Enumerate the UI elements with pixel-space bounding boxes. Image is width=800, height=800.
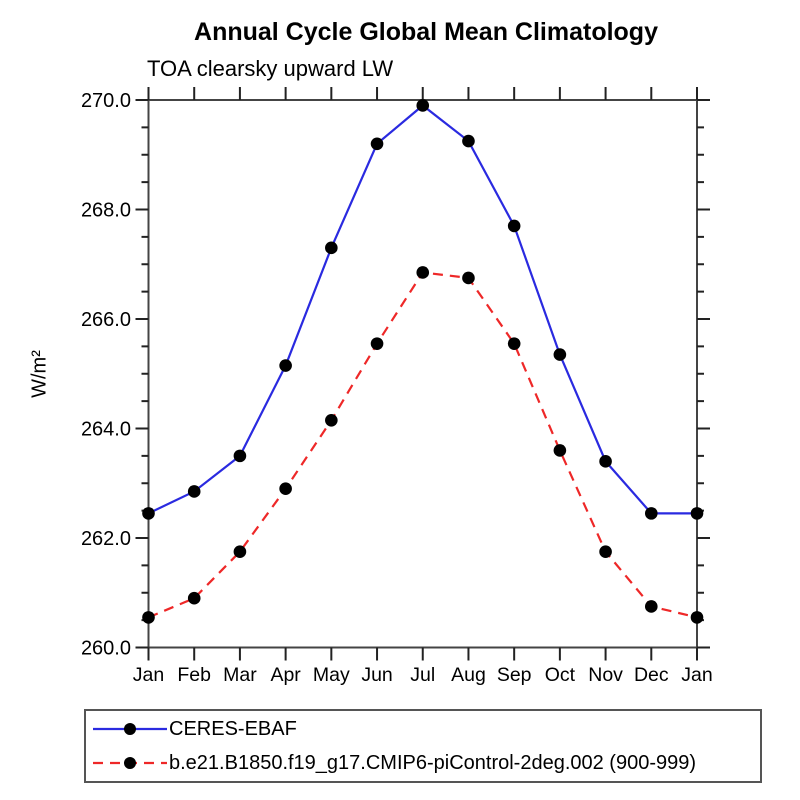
data-point-marker (233, 449, 247, 463)
data-point-marker (370, 337, 384, 350)
data-point-marker (553, 444, 567, 457)
data-point-marker (370, 137, 384, 151)
data-point-marker (462, 134, 475, 148)
series-line-0 (148, 104, 697, 515)
y-tick-label: 260.0 (81, 638, 131, 660)
data-point-marker (507, 337, 521, 350)
data-point-marker (507, 219, 521, 233)
legend-marker-icon (124, 723, 136, 735)
x-tick-label: Dec (634, 664, 669, 686)
data-point-marker (279, 482, 292, 496)
series-line-1 (148, 271, 698, 619)
legend-item-model: b.e21.B1850.f19_g17.CMIP6-piControl-2deg… (91, 747, 760, 779)
x-tick-label: Jan (681, 664, 712, 686)
y-tick-label: 268.0 (81, 200, 131, 222)
chart-title: Annual Cycle Global Mean Climatology (194, 18, 658, 46)
data-point-marker (553, 348, 567, 361)
legend-label-model: b.e21.B1850.f19_g17.CMIP6-piControl-2deg… (169, 752, 697, 774)
data-point-marker (416, 99, 430, 112)
data-point-marker (233, 545, 247, 558)
data-point-marker (690, 507, 704, 520)
data-point-marker (142, 507, 155, 520)
data-point-marker (599, 455, 612, 468)
legend-line-sample-ceres (93, 723, 167, 735)
legend-box: CERES-EBAF b.e21.B1850.f19_g17.CMIP6-piC… (84, 709, 762, 783)
x-tick-label: Oct (545, 664, 576, 686)
x-tick-label: Sep (497, 664, 532, 686)
legend-label-ceres: CERES-EBAF (169, 718, 297, 740)
data-point-marker (279, 359, 292, 372)
data-point-marker (644, 507, 658, 520)
x-tick-label: Jan (133, 664, 164, 686)
x-tick-label: Aug (451, 664, 486, 686)
legend-marker-icon (124, 757, 136, 769)
y-tick-label: 264.0 (81, 419, 131, 441)
data-point-marker (325, 241, 338, 255)
data-point-marker (325, 413, 338, 427)
plot-area: Jan Feb Mar Apr May Jun Jul Aug Sep Oct Nov Dec Jan2… (81, 87, 713, 686)
y-tick-label: 270.0 (81, 90, 131, 112)
x-tick-label: Jun (361, 664, 392, 686)
data-point-marker (462, 271, 475, 285)
data-point-marker (187, 591, 201, 605)
data-point-marker (142, 611, 155, 624)
data-point-marker (416, 266, 430, 279)
x-tick-label: May (313, 664, 350, 686)
y-tick-label: 262.0 (81, 528, 131, 550)
data-point-marker (599, 545, 612, 558)
legend-item-ceres: CERES-EBAF (91, 713, 760, 745)
data-point-marker (644, 600, 658, 613)
x-tick-label: Feb (177, 664, 211, 686)
y-tick-label: 266.0 (81, 309, 131, 331)
x-tick-label: Jul (410, 664, 435, 686)
x-tick-label: Mar (223, 664, 257, 686)
data-point-marker (187, 485, 201, 498)
legend-line-sample-model (93, 757, 167, 769)
x-tick-label: Apr (270, 664, 301, 686)
chart-subtitle: TOA clearsky upward LW (147, 56, 394, 81)
x-tick-label: Nov (588, 664, 623, 686)
data-point-marker (690, 611, 704, 624)
plot-box (147, 99, 698, 649)
